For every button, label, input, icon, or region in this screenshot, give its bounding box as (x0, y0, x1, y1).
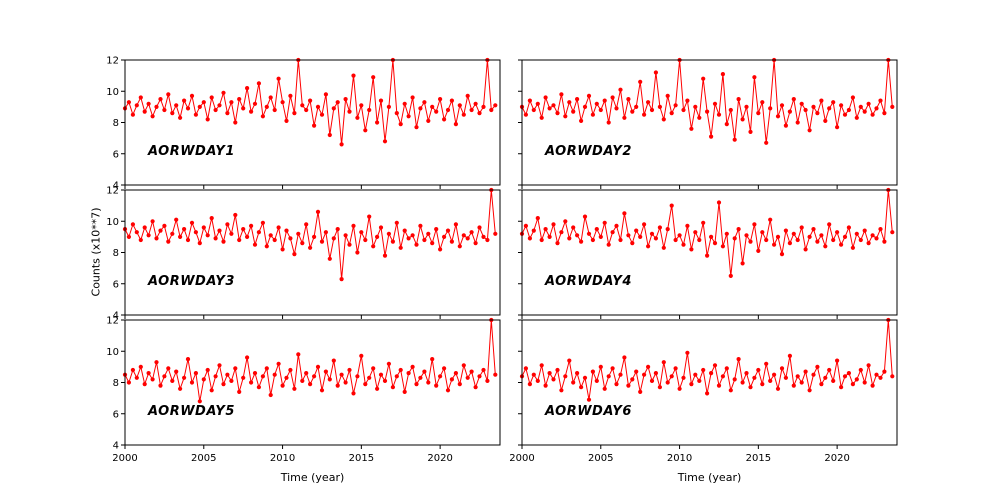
aorwday6-plot: 2000 2005 2010 2015 2020 (509, 317, 898, 464)
svg-text:2010: 2010 (270, 453, 295, 464)
y-axis-label: Counts (x10**7) (89, 207, 103, 297)
aorwday5-plot: 4 6 8 10 12 2000 2005 2010 2015 2020 (106, 316, 501, 464)
aorwday2-label: AORWDAY2 (545, 144, 632, 159)
x-axis-label-right: Time (year) (677, 471, 742, 484)
svg-text:8: 8 (113, 248, 119, 259)
svg-text:12: 12 (106, 56, 119, 67)
svg-text:6: 6 (113, 149, 119, 160)
aorwday2-plot (518, 57, 898, 189)
svg-text:10: 10 (106, 347, 119, 358)
panel-aorwday2: AORWDAY2 (501, 52, 898, 210)
svg-text:4: 4 (113, 441, 119, 452)
svg-text:2000: 2000 (112, 453, 137, 464)
svg-text:2010: 2010 (667, 453, 692, 464)
aorwday3-plot: 4 6 8 10 12 (106, 186, 501, 322)
panel-aorwday4: AORWDAY4 (501, 182, 898, 340)
panel-aorwday1: 4 6 8 10 12 AORWDAY1 (104, 52, 501, 210)
svg-text:2000: 2000 (509, 453, 534, 464)
svg-text:2020: 2020 (824, 453, 849, 464)
svg-text:8: 8 (113, 118, 119, 129)
svg-text:4: 4 (113, 181, 119, 192)
svg-text:2005: 2005 (191, 453, 216, 464)
panel-aorwday5: 4 6 8 10 12 2000 2005 2010 2015 2020 AORWDAY5 (104, 312, 501, 470)
svg-text:6: 6 (113, 279, 119, 290)
svg-text:2005: 2005 (588, 453, 613, 464)
panel-aorwday3: 4 6 8 10 12 AORWDAY3 (104, 182, 501, 340)
svg-text:6: 6 (113, 409, 119, 420)
aorwday1-plot: 4 6 8 10 12 (106, 56, 501, 192)
svg-text:10: 10 (106, 217, 119, 228)
svg-text:2020: 2020 (427, 453, 452, 464)
svg-text:10: 10 (106, 87, 119, 98)
aorwday6-label: AORWDAY6 (545, 404, 632, 419)
x-axis-label-left: Time (year) (280, 471, 345, 484)
svg-text:12: 12 (106, 316, 119, 327)
svg-text:4: 4 (113, 311, 119, 322)
svg-text:12: 12 (106, 186, 119, 197)
aorwday1-label: AORWDAY1 (148, 144, 235, 159)
aorwday4-label: AORWDAY4 (545, 274, 632, 289)
svg-text:2015: 2015 (349, 453, 374, 464)
aorwday3-label: AORWDAY3 (148, 274, 235, 289)
panel-aorwday6: 2000 2005 2010 2015 2020 AORWDAY6 (501, 312, 898, 470)
aorwday5-label: AORWDAY5 (148, 404, 235, 419)
svg-text:8: 8 (113, 378, 119, 389)
aorwday4-plot (518, 187, 898, 319)
svg-text:2015: 2015 (746, 453, 771, 464)
